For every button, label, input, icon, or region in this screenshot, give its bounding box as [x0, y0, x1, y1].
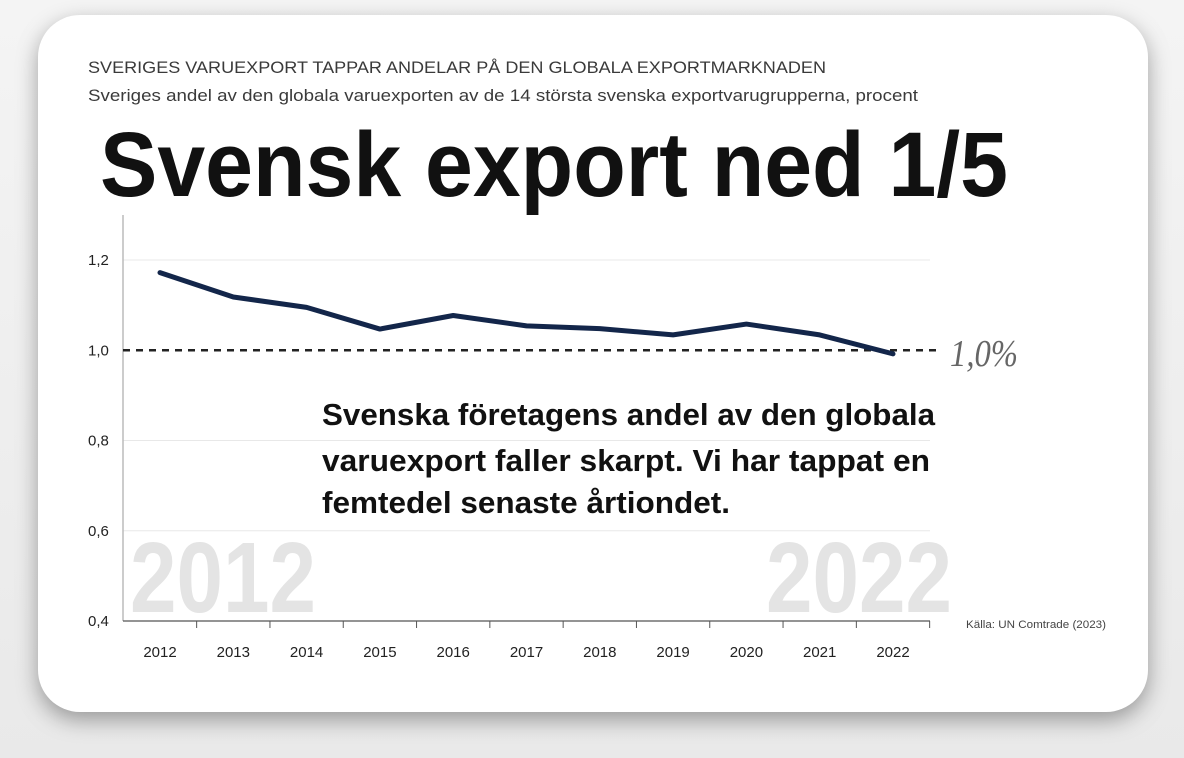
y-tick-label: 0,4 — [88, 613, 109, 630]
annotation-line-3: femtedel senaste årtiondet. — [322, 485, 730, 520]
y-tick-label: 0,6 — [88, 523, 109, 540]
x-tick-label: 2016 — [437, 644, 470, 661]
reference-label: 1,0% — [950, 333, 1018, 375]
watermark-start-year: 2012 — [130, 522, 316, 634]
x-tick-label: 2019 — [656, 644, 689, 661]
y-tick-label: 1,2 — [88, 252, 109, 269]
y-tick-label: 0,8 — [88, 433, 109, 450]
chart-subtitle: Sveriges andel av den globala varuexport… — [88, 86, 918, 105]
x-tick-label: 2014 — [290, 644, 323, 661]
x-tick-label: 2020 — [730, 644, 763, 661]
series-line — [157, 270, 896, 357]
headline: Svensk export ned 1/5 — [100, 114, 1008, 216]
chart-card — [38, 15, 1148, 712]
annotation-line-1: Svenska företagens andel av den globala — [322, 397, 936, 432]
x-tick-label: 2012 — [143, 644, 176, 661]
x-tick-label: 2022 — [876, 644, 909, 661]
chart-kicker: SVERIGES VARUEXPORT TAPPAR ANDELAR PÅ DE… — [88, 58, 826, 77]
annotation-line-2: varuexport faller skarpt. Vi har tappat … — [322, 443, 930, 478]
x-tick-label: 2018 — [583, 644, 616, 661]
x-tick-label: 2017 — [510, 644, 543, 661]
x-tick-label: 2015 — [363, 644, 396, 661]
x-tick-label: 2013 — [217, 644, 250, 661]
watermark-end-year: 2022 — [766, 522, 952, 634]
source-note: Källa: UN Comtrade (2023) — [966, 619, 1106, 631]
x-tick-label: 2021 — [803, 644, 836, 661]
y-tick-label: 1,0 — [88, 342, 109, 359]
